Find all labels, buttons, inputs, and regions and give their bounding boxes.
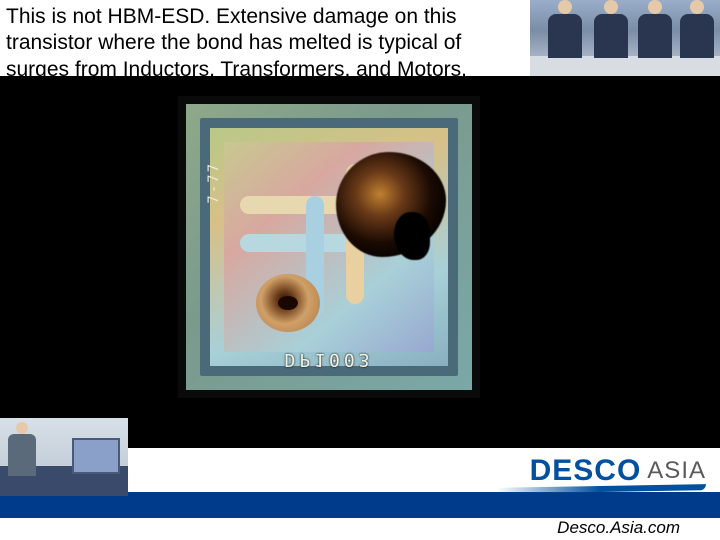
logo-text-main: DESCO [530,454,642,488]
die-date-code: 7-77 [206,162,222,204]
slide-root: This is not HBM-ESD. Extensive damage on… [0,0,720,540]
header-photo-workbench [530,0,720,76]
logo-text-sub: ASIA [647,457,706,485]
photo-person [548,14,582,58]
die-substrate: DP1003 7-77 [186,104,472,390]
footer-url: Desco.Asia.com [557,518,680,538]
burn-damage-region [336,152,446,257]
photo-bench [530,56,720,76]
photo-person [680,14,714,58]
photo-person [594,14,628,58]
photo-person [638,14,672,58]
die-micrograph: DP1003 7-77 [178,96,480,398]
header-caption: This is not HBM-ESD. Extensive damage on… [6,4,526,83]
footer-photo-equipment [0,418,128,496]
brand-logo: DESCO ASIA [530,454,706,488]
photo-person [8,434,36,476]
footer: DESCO ASIA Desco.Asia.com [0,448,720,540]
melted-bond-region [256,274,320,332]
photo-machine [72,438,120,474]
die-part-number: DP1003 [284,349,373,370]
